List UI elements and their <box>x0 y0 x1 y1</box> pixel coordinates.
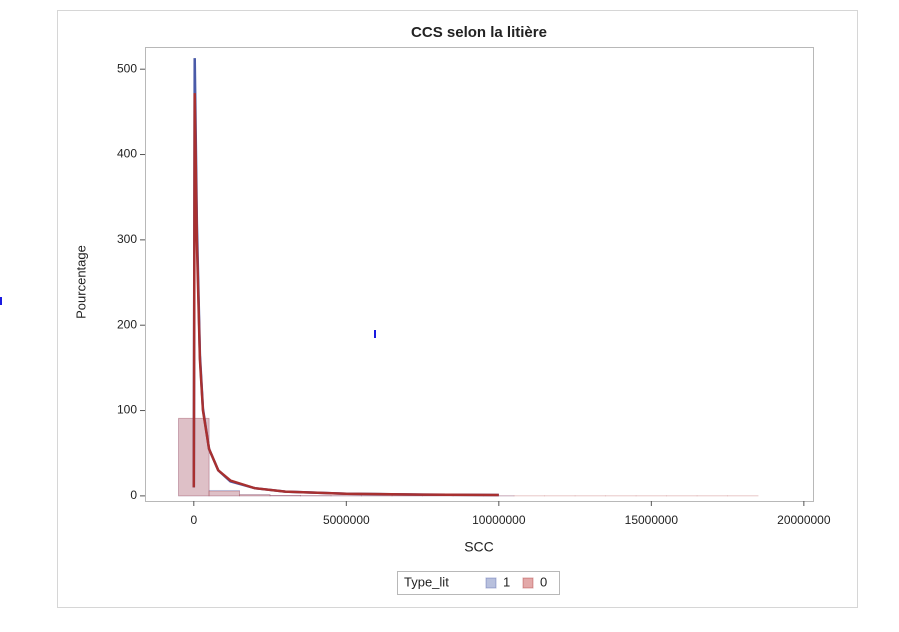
legend-label: 0 <box>540 574 547 589</box>
legend-title: Type_lit <box>404 574 449 589</box>
legend <box>397 571 560 595</box>
chart-title: CCS selon la litière <box>411 24 547 41</box>
histogram-bar <box>208 490 240 497</box>
x-tick-label: 15000000 <box>625 513 679 527</box>
artifact <box>0 297 2 305</box>
y-tick-label: 100 <box>117 403 137 417</box>
x-tick-label: 0 <box>190 513 197 527</box>
y-tick-label: 0 <box>130 488 137 502</box>
y-tick-label: 200 <box>117 317 137 331</box>
legend-swatch <box>522 577 534 589</box>
legend-label: 1 <box>503 574 510 589</box>
y-tick-label: 500 <box>117 61 137 75</box>
x-tick-label: 20000000 <box>777 513 831 527</box>
y-tick-label: 400 <box>117 147 137 161</box>
y-axis-title: Pourcentage <box>73 245 88 319</box>
density-curve <box>192 93 499 497</box>
legend-swatch <box>485 577 497 589</box>
plot-area <box>145 47 814 502</box>
x-tick-label: 10000000 <box>472 513 526 527</box>
x-axis-title: SCC <box>464 539 494 555</box>
x-tick-label: 5000000 <box>323 513 370 527</box>
artifact <box>374 330 376 338</box>
histogram-bar <box>239 494 271 497</box>
y-tick-label: 300 <box>117 232 137 246</box>
frame <box>57 10 858 608</box>
